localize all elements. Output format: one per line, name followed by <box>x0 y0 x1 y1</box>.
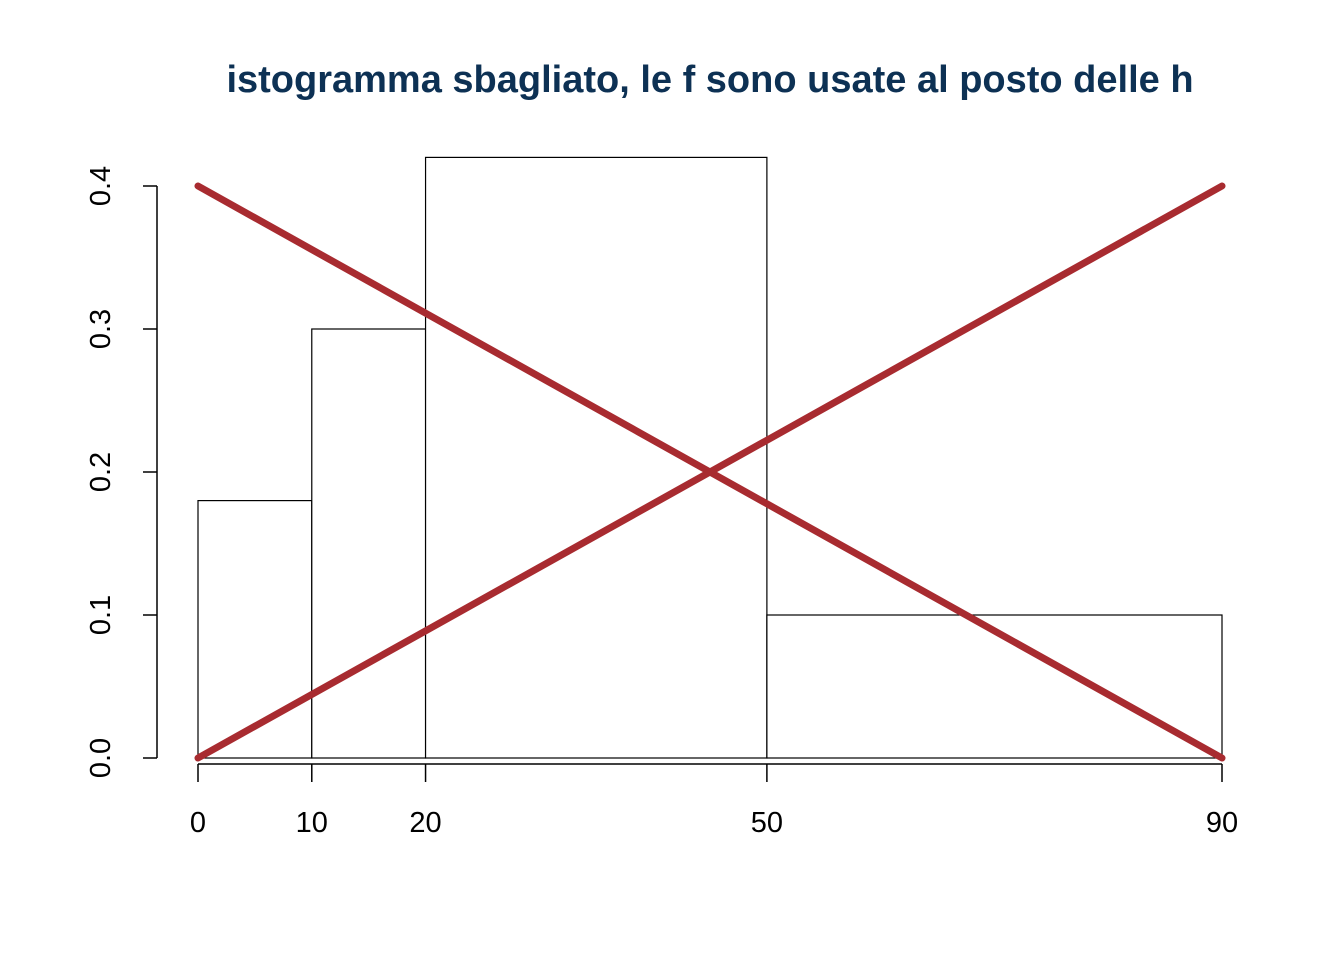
histogram-bar <box>424 156 768 759</box>
histogram-bar <box>311 328 427 759</box>
histogram-bar <box>766 614 1223 759</box>
y-axis: 0.0 0.1 0.2 0.3 0.4 <box>85 166 158 778</box>
y-tick-label: 0.3 <box>85 309 117 349</box>
x-tick-label: 0 <box>190 807 206 839</box>
chart-title: istogramma sbagliato, le f sono usate al… <box>226 59 1193 101</box>
x-tick-label: 90 <box>1206 807 1238 839</box>
y-tick-label: 0.2 <box>85 452 117 492</box>
x-tick-label: 10 <box>296 807 328 839</box>
x-tick-label: 50 <box>751 807 783 839</box>
histogram-bars <box>197 156 1223 759</box>
y-tick-label: 0.0 <box>85 738 117 778</box>
x-tick-label: 20 <box>409 807 441 839</box>
y-tick-label: 0.4 <box>85 166 117 206</box>
cross-out-lines <box>194 182 1226 762</box>
x-axis: 0 10 20 50 90 <box>190 763 1238 839</box>
histogram-bar <box>197 500 313 759</box>
y-tick-label: 0.1 <box>85 595 117 635</box>
cross-line <box>194 182 1226 762</box>
